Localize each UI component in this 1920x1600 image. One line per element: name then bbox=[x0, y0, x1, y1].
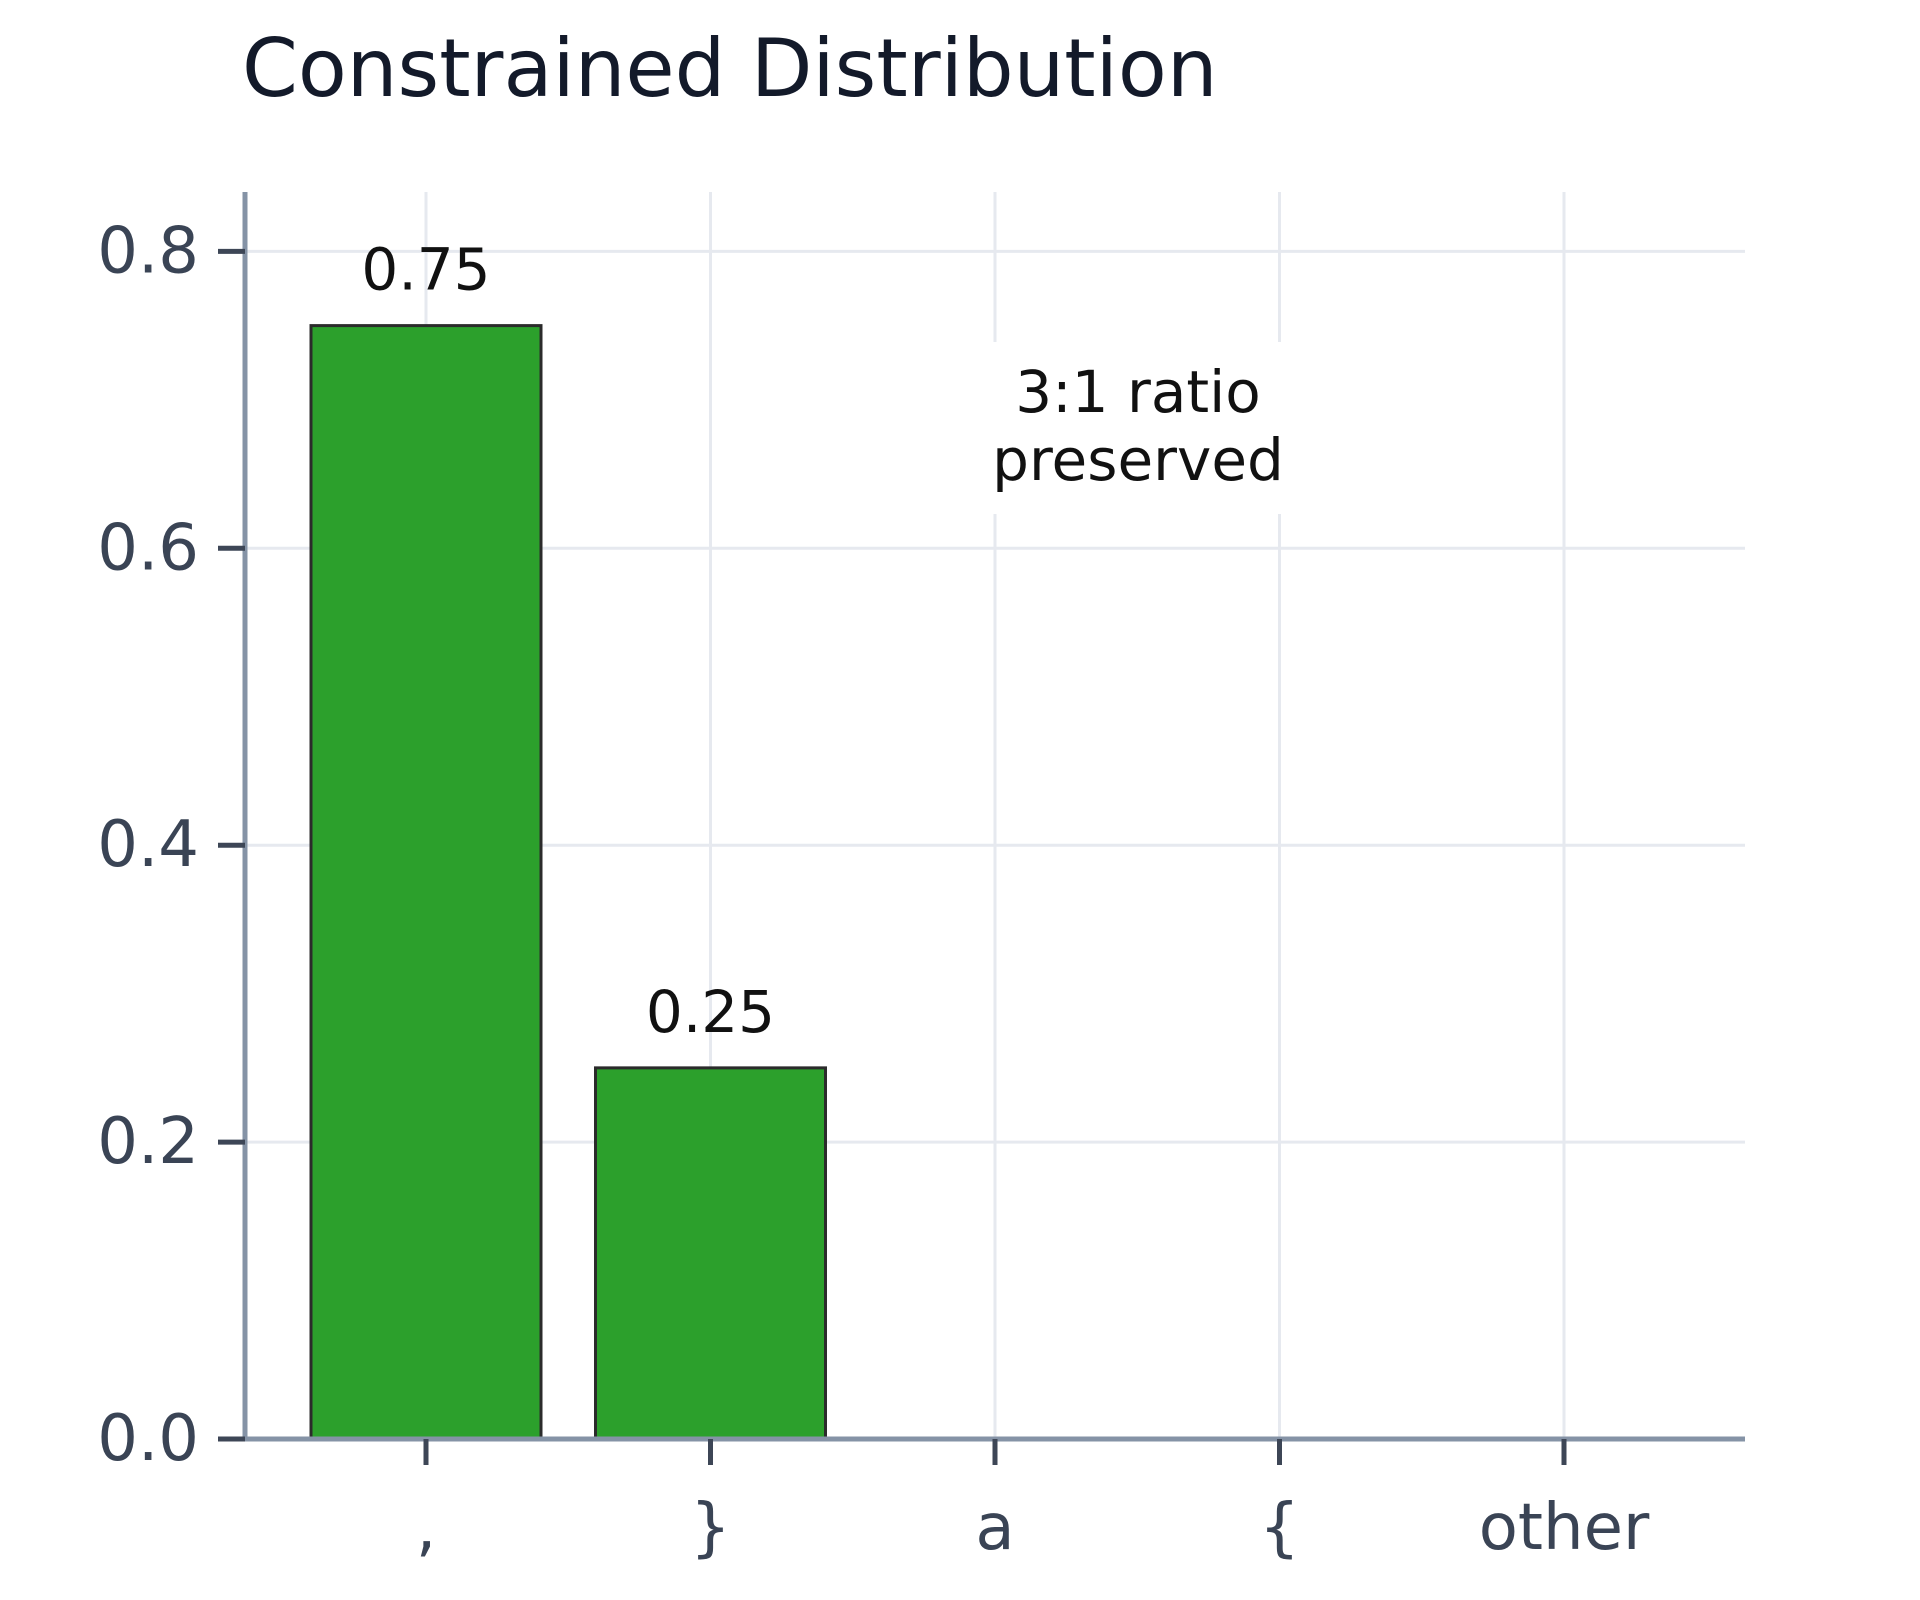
x-tick-label: { bbox=[1259, 1491, 1300, 1565]
x-tick-label: other bbox=[1479, 1491, 1650, 1565]
bars bbox=[309, 324, 827, 1441]
axes: 0.0 0.2 0.4 0.6 0.8,} a { other bbox=[97, 192, 1745, 1565]
annotation-text: 3:1 ratio bbox=[1015, 358, 1261, 426]
chart-title: Constrained Distribution bbox=[242, 22, 1218, 115]
bar-value-label: 0.75 bbox=[361, 236, 490, 304]
annotation-text: preserved bbox=[992, 426, 1284, 494]
y-tick-label: 0.8 bbox=[97, 214, 199, 288]
y-tick-label: 0.6 bbox=[97, 511, 199, 585]
data-labels: 0.75 0.25 bbox=[361, 236, 775, 1046]
bar bbox=[309, 324, 543, 1441]
bar-value-label: 0.25 bbox=[646, 978, 775, 1046]
bar bbox=[594, 1066, 827, 1441]
x-tick-label: , bbox=[416, 1491, 436, 1565]
x-tick-label: } bbox=[690, 1491, 731, 1565]
y-tick-label: 0.0 bbox=[97, 1402, 199, 1476]
y-tick-label: 0.2 bbox=[97, 1105, 199, 1179]
annotation-box bbox=[990, 342, 1286, 514]
x-tick-label: a bbox=[975, 1491, 1014, 1565]
y-tick-label: 0.4 bbox=[97, 808, 199, 882]
